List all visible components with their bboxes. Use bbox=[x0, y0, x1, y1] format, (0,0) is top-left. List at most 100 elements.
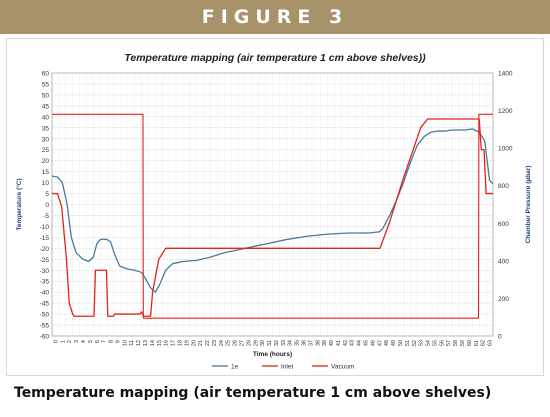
x-tick-label: 48 bbox=[384, 340, 390, 346]
x-tick-label: 30 bbox=[260, 340, 266, 346]
x-tick-label: 8 bbox=[109, 340, 115, 343]
x-tick-label: 37 bbox=[308, 340, 314, 346]
x-tick-label: 51 bbox=[405, 340, 411, 346]
x-tick-label: 14 bbox=[150, 340, 156, 346]
x-tick-label: 49 bbox=[391, 340, 397, 346]
x-tick-label: 25 bbox=[226, 340, 232, 346]
y-tick-label: 50 bbox=[42, 92, 50, 99]
x-tick-label: 40 bbox=[329, 340, 335, 346]
x-tick-label: 63 bbox=[488, 340, 494, 346]
x-tick-label: 47 bbox=[377, 340, 383, 346]
x-axis-title: Time (hours) bbox=[253, 351, 292, 358]
y-tick-label: -5 bbox=[43, 213, 49, 220]
figure-banner: FIGURE 3 bbox=[0, 0, 550, 34]
x-tick-label: 32 bbox=[274, 340, 280, 346]
x-tick-label: 58 bbox=[453, 340, 459, 346]
x-tick-label: 27 bbox=[239, 340, 245, 346]
x-tick-label: 29 bbox=[253, 340, 259, 346]
x-tick-label: 53 bbox=[419, 340, 425, 346]
y-tick-label: -30 bbox=[40, 268, 50, 275]
series-line-vacuum bbox=[52, 113, 493, 319]
x-tick-label: 17 bbox=[171, 340, 177, 346]
x-tick-label: 18 bbox=[177, 340, 183, 346]
y2-tick-label: 600 bbox=[498, 221, 509, 228]
legend-label-1e: 1e bbox=[231, 364, 239, 371]
x-tick-label: 34 bbox=[288, 340, 294, 346]
y-tick-label: 20 bbox=[42, 158, 50, 165]
x-tick-label: 4 bbox=[81, 340, 87, 343]
x-tick-label: 24 bbox=[219, 340, 225, 346]
y-tick-label: -60 bbox=[40, 334, 50, 341]
x-tick-label: 45 bbox=[364, 340, 370, 346]
y-tick-label: -55 bbox=[40, 323, 50, 330]
x-tick-label: 61 bbox=[474, 340, 480, 346]
x-tick-label: 13 bbox=[143, 340, 149, 346]
x-tick-label: 5 bbox=[88, 340, 94, 343]
series-line-1e bbox=[51, 128, 494, 293]
x-tick-label: 0 bbox=[53, 340, 59, 343]
x-tick-label: 12 bbox=[136, 340, 142, 346]
y2-tick-label: 0 bbox=[498, 334, 502, 341]
chart-title: Temperature mapping (air temperature 1 c… bbox=[124, 52, 426, 64]
x-tick-label: 26 bbox=[233, 340, 239, 346]
y-tick-label: 40 bbox=[42, 114, 50, 121]
x-tick-label: 59 bbox=[460, 340, 466, 346]
y-axis-title: Temperature (°C) bbox=[15, 178, 23, 230]
x-tick-label: 36 bbox=[302, 340, 308, 346]
x-tick-label: 21 bbox=[198, 340, 204, 346]
y2-tick-label: 800 bbox=[498, 183, 509, 190]
y2-tick-label: 1000 bbox=[498, 146, 513, 153]
y2-tick-label: 400 bbox=[498, 258, 509, 265]
x-tick-label: 19 bbox=[184, 340, 190, 346]
y-tick-label: -20 bbox=[40, 246, 50, 253]
x-tick-label: 7 bbox=[102, 340, 108, 343]
y-tick-label: -50 bbox=[40, 312, 50, 319]
x-tick-label: 55 bbox=[432, 340, 438, 346]
figure-banner-title: FIGURE 3 bbox=[201, 6, 349, 28]
y2-tick-label: 1200 bbox=[498, 108, 513, 115]
y2-tick-label: 1400 bbox=[498, 71, 513, 78]
y-tick-label: -35 bbox=[40, 279, 50, 286]
y-tick-label: 35 bbox=[42, 125, 50, 132]
x-tick-label: 56 bbox=[439, 340, 445, 346]
x-tick-label: 50 bbox=[398, 340, 404, 346]
y-tick-label: 5 bbox=[45, 191, 49, 198]
x-tick-label: 1 bbox=[60, 340, 66, 343]
y-tick-label: 10 bbox=[42, 180, 50, 187]
x-tick-label: 11 bbox=[129, 340, 135, 346]
x-tick-label: 23 bbox=[212, 340, 218, 346]
x-tick-label: 39 bbox=[322, 340, 328, 346]
x-tick-label: 43 bbox=[350, 340, 356, 346]
x-tick-label: 9 bbox=[115, 340, 121, 343]
x-tick-label: 22 bbox=[205, 340, 211, 346]
x-tick-label: 57 bbox=[446, 340, 452, 346]
x-tick-label: 15 bbox=[157, 340, 163, 346]
y-tick-label: 60 bbox=[42, 71, 50, 78]
chart-frame: Temperature mapping (air temperature 1 c… bbox=[6, 38, 544, 376]
y-tick-label: 0 bbox=[45, 202, 49, 209]
x-tick-label: 6 bbox=[95, 340, 101, 343]
figure-caption: Temperature mapping (air temperature 1 c… bbox=[14, 385, 492, 401]
x-tick-label: 38 bbox=[315, 340, 321, 346]
x-tick-label: 42 bbox=[343, 340, 349, 346]
y-tick-label: 25 bbox=[42, 147, 50, 154]
y-tick-label: 45 bbox=[42, 103, 50, 110]
x-tick-label: 28 bbox=[246, 340, 252, 346]
y-tick-label: -25 bbox=[40, 257, 50, 264]
x-tick-label: 62 bbox=[481, 340, 487, 346]
y-tick-label: 15 bbox=[42, 169, 50, 176]
x-tick-label: 16 bbox=[164, 340, 170, 346]
legend-label-inlet: Inlet bbox=[281, 364, 293, 371]
y2-axis-title: Chamber Pressure (µbar) bbox=[525, 166, 532, 244]
x-tick-label: 46 bbox=[370, 340, 376, 346]
x-tick-label: 54 bbox=[426, 340, 432, 346]
temperature-mapping-chart: Temperature mapping (air temperature 1 c… bbox=[15, 52, 532, 371]
x-tick-label: 20 bbox=[191, 340, 197, 346]
x-tick-label: 3 bbox=[74, 340, 80, 343]
x-tick-label: 2 bbox=[67, 340, 73, 343]
x-tick-label: 31 bbox=[267, 340, 273, 346]
x-tick-label: 35 bbox=[295, 340, 301, 346]
y2-tick-label: 200 bbox=[498, 296, 509, 303]
y-tick-label: -40 bbox=[40, 290, 50, 297]
y-tick-label: 55 bbox=[42, 81, 50, 88]
